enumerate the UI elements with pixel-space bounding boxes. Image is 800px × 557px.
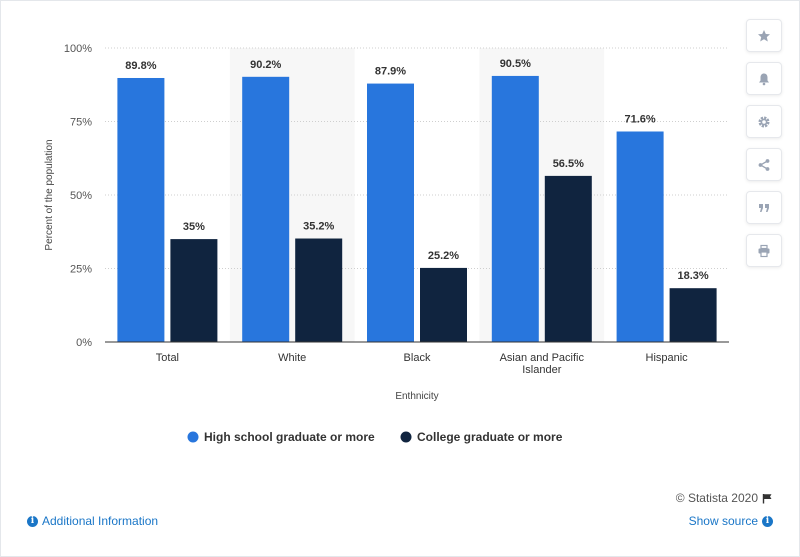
y-tick-label: 100% — [64, 43, 92, 55]
print-icon — [758, 244, 770, 257]
share-icon — [758, 158, 770, 171]
bar[interactable] — [491, 75, 539, 343]
bar[interactable] — [544, 175, 592, 342]
y-tick-label: 50% — [70, 190, 92, 202]
settings-button[interactable] — [746, 105, 782, 138]
data-labels: 89.8% 35% 90.2% 35.2% 87.9% 25.2% 90.5% 56.5% 71… — [125, 58, 709, 282]
additional-information-link[interactable]: i Additional Information — [27, 514, 158, 528]
star-icon — [758, 29, 770, 41]
x-category-label: Total — [156, 352, 179, 364]
chart-toolbar — [746, 19, 782, 277]
flag-icon — [762, 493, 772, 503]
bar[interactable] — [616, 131, 664, 342]
data-label: 35.2% — [303, 221, 334, 233]
x-axis-categories: Total White Black Asian and PacificIslander… — [156, 352, 688, 376]
data-label: 56.5% — [553, 158, 584, 170]
bar[interactable] — [170, 239, 218, 342]
bell-icon — [759, 73, 769, 85]
bar[interactable] — [295, 238, 343, 342]
x-category-label: Hispanic — [646, 352, 689, 364]
data-label: 90.5% — [500, 58, 531, 70]
gear-icon — [758, 116, 770, 127]
legend-label: High school graduate or more — [204, 430, 375, 444]
data-label: 87.9% — [375, 66, 406, 78]
show-source-link[interactable]: Show source i — [689, 514, 773, 528]
quote-icon — [759, 203, 769, 212]
x-category-label: Black — [404, 352, 431, 364]
data-label: 18.3% — [677, 270, 708, 282]
bar[interactable] — [420, 267, 467, 342]
x-category-label: White — [278, 352, 306, 364]
x-axis-title: Enthnicity — [395, 391, 438, 402]
data-label: 25.2% — [428, 250, 459, 262]
x-category-label: Asian and Pacific — [500, 352, 585, 364]
cite-button[interactable] — [746, 191, 782, 224]
bar-chart: 0% 25% 50% 75% 100% 89.8% 35% 90.2% 35.2% 87.9% 2… — [44, 43, 729, 444]
y-tick-label: 75% — [70, 117, 92, 129]
data-label: 90.2% — [250, 59, 281, 71]
legend-marker — [187, 431, 199, 443]
notification-button[interactable] — [746, 62, 782, 95]
share-button[interactable] — [746, 148, 782, 181]
bar[interactable] — [117, 77, 165, 342]
y-axis-title: Percent of the population — [44, 139, 55, 250]
additional-information-label: Additional Information — [42, 514, 159, 528]
favorite-button[interactable] — [746, 19, 782, 52]
info-icon: i — [762, 515, 773, 527]
y-axis-ticks: 0% 25% 50% 75% 100% — [64, 43, 92, 349]
credits-text: © Statista 2020 — [675, 491, 758, 505]
data-label: 89.8% — [125, 60, 156, 72]
legend: High school graduate or more College grad… — [187, 430, 563, 444]
y-tick-label: 25% — [70, 264, 92, 276]
statista-credits[interactable]: © Statista 2020 — [676, 491, 773, 505]
data-label: 71.6% — [624, 113, 655, 125]
bar[interactable] — [242, 76, 290, 342]
bar[interactable] — [669, 288, 717, 342]
show-source-label: Show source — [688, 514, 758, 528]
legend-marker — [400, 431, 412, 443]
data-label: 35% — [183, 221, 205, 233]
bars — [117, 75, 717, 343]
print-button[interactable] — [746, 234, 782, 267]
info-icon: i — [27, 515, 38, 527]
y-tick-label: 0% — [76, 337, 92, 349]
legend-label: College graduate or more — [417, 430, 563, 444]
x-category-label: Islander — [522, 364, 561, 376]
bar[interactable] — [367, 83, 414, 342]
